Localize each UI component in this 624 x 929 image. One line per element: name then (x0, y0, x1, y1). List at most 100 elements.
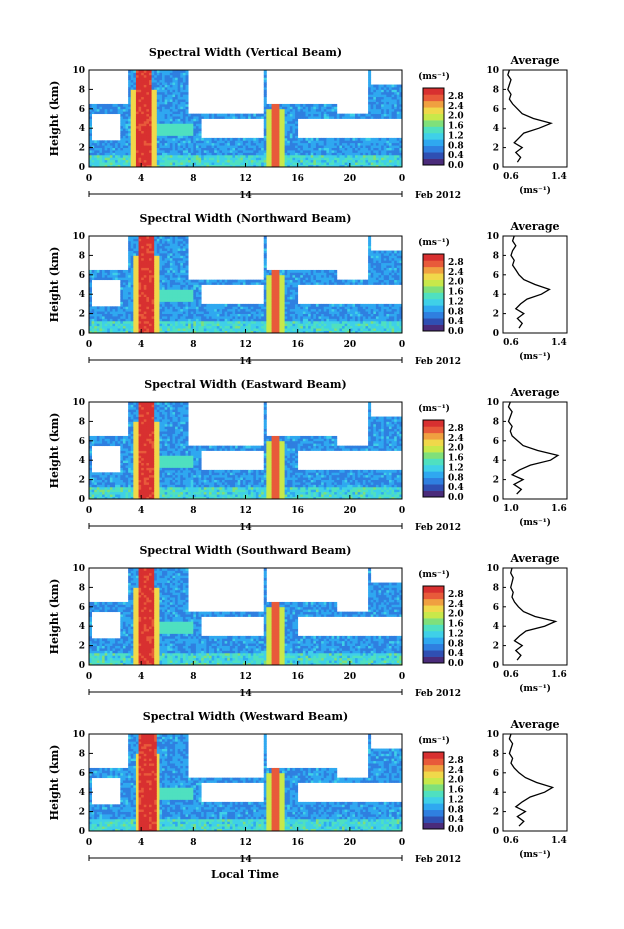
heatmap-cell (271, 269, 275, 273)
heatmap-cell (289, 135, 293, 139)
heatmap-cell (216, 159, 220, 163)
heatmap-cell (159, 120, 163, 124)
heatmap-cell (188, 289, 192, 293)
heatmap-cell (177, 162, 181, 165)
heatmap-cell (276, 145, 280, 148)
heatmap-cell (208, 303, 212, 307)
heatmap-cell (104, 325, 108, 329)
heatmap-cell (263, 267, 267, 271)
heatmap-cell (214, 282, 218, 285)
heatmap-cell (331, 142, 335, 146)
heatmap-cell (237, 330, 241, 334)
heatmap-cell (138, 320, 142, 324)
heatmap-cell (279, 152, 283, 156)
heatmap-cell (253, 306, 257, 310)
heatmap-cell (315, 330, 319, 334)
heatmap-cell (172, 77, 176, 81)
heatmap-cell (146, 79, 150, 83)
heatmap-cell (177, 77, 181, 81)
heatmap-cell (133, 260, 137, 264)
heatmap-cell (143, 103, 147, 107)
heatmap-cell (164, 279, 168, 283)
heatmap-cell (216, 140, 220, 144)
heatmap-cell (190, 328, 194, 331)
heatmap-cell (180, 255, 184, 259)
heatmap-cell (268, 284, 272, 288)
heatmap-cell (185, 84, 189, 88)
heatmap-cell (185, 262, 189, 266)
heatmap-cell (237, 147, 241, 151)
heatmap-cell (302, 137, 306, 141)
heatmap-cell (224, 328, 228, 331)
heatmap-cell (180, 135, 184, 139)
heatmap-cell (263, 245, 267, 249)
heatmap-cell (91, 106, 95, 110)
heatmap-cell (394, 145, 398, 148)
heatmap-cell (169, 118, 173, 122)
heatmap-cell (381, 101, 385, 105)
heatmap-cell (219, 306, 223, 310)
heatmap-cell (112, 103, 116, 107)
heatmap-cell (169, 262, 173, 266)
heatmap-cell (99, 323, 103, 327)
heatmap-cell (206, 157, 210, 161)
heatmap-cell (347, 150, 351, 153)
heatmap-cell (154, 250, 158, 254)
heatmap-cell (219, 328, 223, 331)
heatmap-cell (141, 118, 145, 122)
heatmap-cell (318, 320, 322, 324)
heatmap-cell (297, 103, 301, 107)
heatmap-cell (159, 272, 163, 276)
heatmap-cell (357, 147, 361, 151)
heatmap-cell (122, 140, 126, 144)
heatmap-cell (188, 133, 192, 136)
heatmap-cell (321, 108, 325, 112)
heatmap-cell (268, 133, 272, 136)
heatmap-cell (164, 308, 168, 312)
heatmap-cell (334, 137, 338, 141)
heatmap-cell (104, 269, 108, 273)
heatmap-cell (135, 277, 139, 281)
heatmap-cell (334, 150, 338, 153)
heatmap-cell (383, 94, 387, 98)
heatmap-cell (313, 277, 317, 281)
heatmap-cell (125, 162, 129, 165)
heatmap-cell (326, 152, 330, 156)
heatmap-cell (180, 113, 184, 117)
heatmap-cell (297, 320, 301, 324)
heatmap-cell (182, 162, 186, 165)
heatmap-cell (188, 150, 192, 153)
heatmap-cell (287, 113, 291, 117)
heatmap-cell (89, 111, 93, 115)
heatmap-cell (315, 316, 319, 319)
heatmap-cell (268, 106, 272, 110)
heatmap-cell (261, 162, 265, 165)
heatmap-cell (169, 320, 173, 324)
heatmap-cell (279, 145, 283, 148)
heatmap-cell (172, 320, 176, 324)
heatmap-cell (146, 294, 150, 298)
heatmap-cell (133, 252, 137, 256)
heatmap-cell (318, 103, 322, 107)
heatmap-cell (248, 159, 252, 163)
heatmap-cell (276, 123, 280, 127)
heatmap-cell (151, 84, 155, 88)
heatmap-cell (300, 306, 304, 310)
heatmap-cell (208, 313, 212, 317)
heatmap-cell (112, 325, 116, 329)
heatmap-cell (315, 279, 319, 283)
heatmap-cell (268, 147, 272, 151)
heatmap-cell (381, 91, 385, 95)
heatmap-cell (375, 147, 379, 151)
heatmap-cell (172, 152, 176, 156)
heatmap-cell (146, 89, 150, 93)
heatmap-cell (182, 142, 186, 146)
heatmap-cell (235, 164, 239, 168)
heatmap-cell (130, 101, 134, 105)
heatmap-cell (289, 282, 293, 285)
heatmap-cell (255, 306, 259, 310)
heatmap-cell (266, 308, 270, 312)
heatmap-cell (310, 308, 314, 312)
heatmap-cell (394, 164, 398, 168)
heatmap-cell (360, 159, 364, 163)
